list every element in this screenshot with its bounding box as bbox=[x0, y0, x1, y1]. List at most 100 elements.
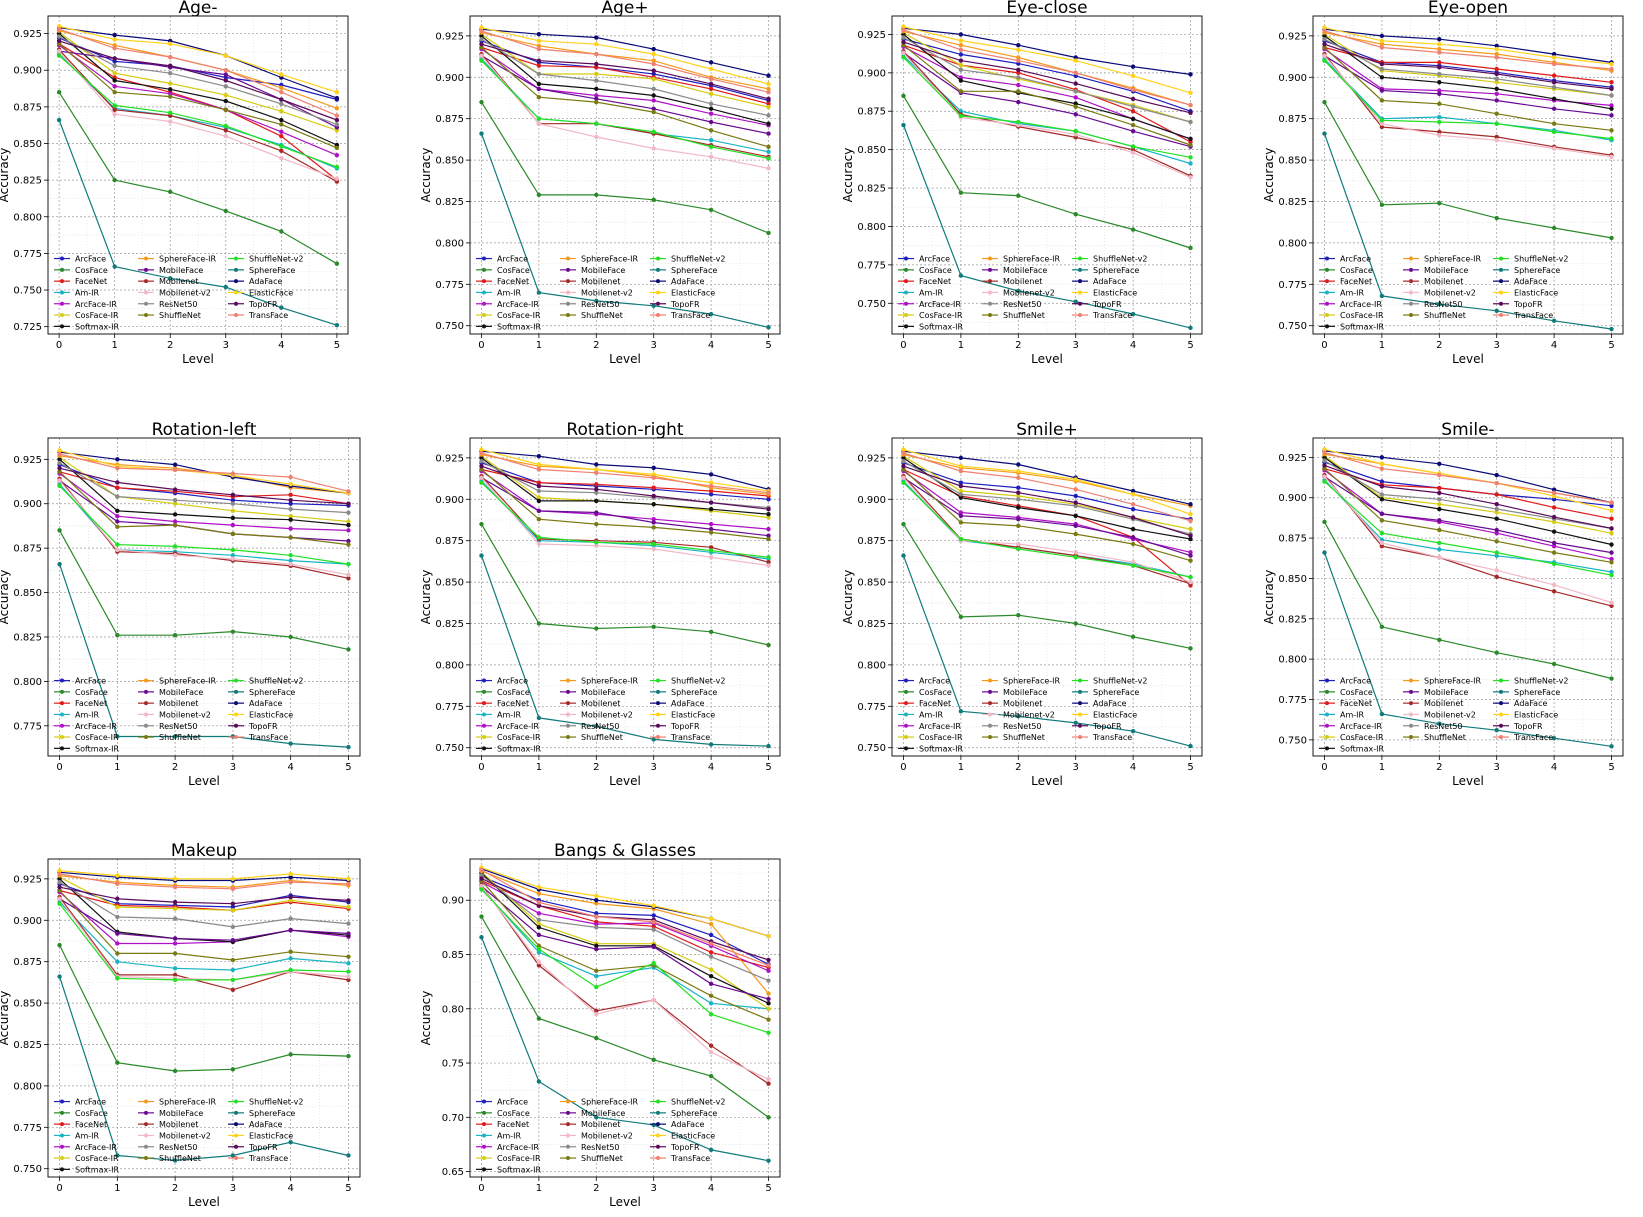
y-tick-label: 0.825 bbox=[1278, 614, 1307, 625]
legend-label: ArcFace bbox=[75, 255, 106, 264]
legend-item-shufflenet: ShuffleNet bbox=[560, 733, 623, 742]
legend-label: FaceNet bbox=[75, 699, 107, 708]
chart-title: Eye-close bbox=[1006, 0, 1087, 18]
data-point-mobilenet-v2 bbox=[708, 154, 714, 159]
data-point-topofr bbox=[766, 507, 771, 512]
data-point-arcface-ir bbox=[766, 968, 771, 973]
legend-marker bbox=[1325, 678, 1329, 683]
data-point-transface bbox=[479, 28, 484, 34]
legend-marker bbox=[988, 723, 992, 728]
legend-marker bbox=[1409, 267, 1413, 272]
legend-item-resnet50: ResNet50 bbox=[560, 300, 620, 309]
legend-label: CosFace bbox=[497, 266, 530, 275]
legend-label: Mobilenet-v2 bbox=[1424, 710, 1476, 719]
series-shufflenet-v2 bbox=[479, 480, 771, 560]
legend-marker bbox=[144, 689, 148, 694]
series-line-transface bbox=[1324, 30, 1612, 70]
data-point-mobilenet-v2 bbox=[536, 541, 542, 547]
data-point-arcface bbox=[708, 492, 714, 497]
series-transface bbox=[479, 867, 771, 968]
data-point-transface bbox=[168, 54, 173, 60]
data-point-shufflenet bbox=[1073, 531, 1078, 537]
y-tick-label: 0.850 bbox=[857, 145, 886, 156]
data-point-softmax-ir bbox=[1130, 526, 1136, 532]
data-point-facenet bbox=[1437, 60, 1442, 65]
legend-marker bbox=[656, 1099, 660, 1104]
series-line-cosface-ir bbox=[58, 31, 338, 131]
series-elasticface bbox=[479, 25, 771, 87]
data-point-mobilenet-v2 bbox=[536, 121, 542, 126]
legend-label: ShuffleNet-v2 bbox=[249, 1098, 303, 1107]
data-point-mobileface bbox=[346, 538, 351, 544]
legend-label: CosFace bbox=[919, 266, 952, 275]
legend-item-arcface-ir: ArcFace-IR bbox=[476, 722, 539, 731]
data-point-shufflenet-v2 bbox=[1609, 573, 1614, 578]
data-point-shufflenet-v2 bbox=[1188, 155, 1193, 160]
data-point-cosface-ir bbox=[288, 513, 293, 519]
data-point-shufflenet bbox=[1379, 98, 1385, 103]
data-point-topofr bbox=[536, 903, 542, 908]
legend-label: TopoFR bbox=[670, 722, 700, 731]
legend-marker bbox=[656, 256, 660, 261]
data-point-resnet50 bbox=[112, 63, 117, 69]
data-point-shufflenet-v2 bbox=[594, 984, 599, 990]
data-point-resnet50 bbox=[1494, 76, 1499, 82]
data-point-cosface-ir bbox=[223, 92, 228, 98]
legend-item-mobilenet: Mobilenet bbox=[138, 277, 198, 286]
legend-label: Am-IR bbox=[919, 288, 944, 297]
y-tick-label: 0.900 bbox=[435, 495, 464, 506]
legend-marker bbox=[234, 1133, 238, 1138]
data-point-mobilenet-v2 bbox=[479, 883, 484, 889]
series-resnet50 bbox=[56, 34, 340, 127]
data-point-shufflenet bbox=[1437, 101, 1442, 106]
legend-item-arcface: ArcFace bbox=[54, 1098, 106, 1107]
legend-marker bbox=[1409, 279, 1413, 284]
legend-item-mobilenet: Mobilenet bbox=[138, 699, 198, 708]
data-point-arcface-ir bbox=[1494, 91, 1499, 97]
legend-label: ArcFace-IR bbox=[497, 1143, 539, 1152]
data-point-mobileface bbox=[288, 928, 293, 933]
data-point-mobilenet-v2 bbox=[115, 547, 120, 553]
y-tick-label: 0.775 bbox=[13, 1123, 42, 1134]
y-tick-label: 0.925 bbox=[857, 453, 886, 464]
data-point-resnet50 bbox=[594, 78, 599, 83]
legend-label: ArcFace bbox=[497, 677, 528, 686]
legend-item-sphereface: SphereFace bbox=[650, 688, 717, 697]
legend-marker bbox=[904, 701, 908, 706]
data-point-shufflenet-v2 bbox=[1437, 119, 1442, 125]
data-point-transface bbox=[1379, 466, 1385, 471]
series-line-softmax-ir bbox=[481, 457, 769, 515]
legend-label: TopoFR bbox=[670, 300, 700, 309]
x-tick-label: 2 bbox=[593, 762, 599, 773]
legend-item-adaface: AdaFace bbox=[228, 277, 282, 286]
data-point-softmax-ir bbox=[1130, 116, 1136, 122]
data-point-resnet50 bbox=[1609, 93, 1614, 98]
data-point-shufflenet-v2 bbox=[115, 542, 120, 547]
legend-marker bbox=[566, 267, 570, 272]
data-point-softmax-ir bbox=[1437, 506, 1442, 512]
series-line-elasticface bbox=[59, 870, 349, 880]
legend-marker bbox=[566, 1133, 570, 1138]
data-point-sphereface bbox=[288, 741, 293, 746]
data-point-am-ir bbox=[1437, 547, 1442, 552]
legend-label: ArcFace-IR bbox=[75, 722, 117, 731]
data-point-shufflenet-v2 bbox=[651, 541, 656, 547]
data-point-facenet bbox=[1609, 80, 1614, 85]
data-point-cosface bbox=[346, 647, 351, 652]
data-point-elasticface bbox=[1130, 73, 1136, 79]
legend-item-mobilenet-v2: Mobilenet-v2 bbox=[560, 710, 633, 719]
x-tick-label: 0 bbox=[56, 340, 62, 351]
legend-item-mobileface: MobileFace bbox=[560, 688, 625, 697]
x-tick-label: 2 bbox=[593, 1183, 599, 1194]
data-point-topofr bbox=[1016, 490, 1021, 495]
series-softmax-ir bbox=[479, 455, 771, 517]
legend-item-cosface: CosFace bbox=[476, 688, 530, 697]
legend-marker bbox=[1078, 279, 1082, 284]
data-point-cosface-ir bbox=[651, 76, 656, 82]
data-point-am-ir bbox=[230, 553, 236, 558]
data-point-sphereface-ir bbox=[1494, 51, 1499, 57]
series-line-shufflenet-v2 bbox=[1324, 60, 1612, 140]
data-point-shufflenet-v2 bbox=[1188, 574, 1193, 580]
data-point-elasticface bbox=[651, 903, 656, 908]
data-point-transface bbox=[708, 483, 714, 489]
